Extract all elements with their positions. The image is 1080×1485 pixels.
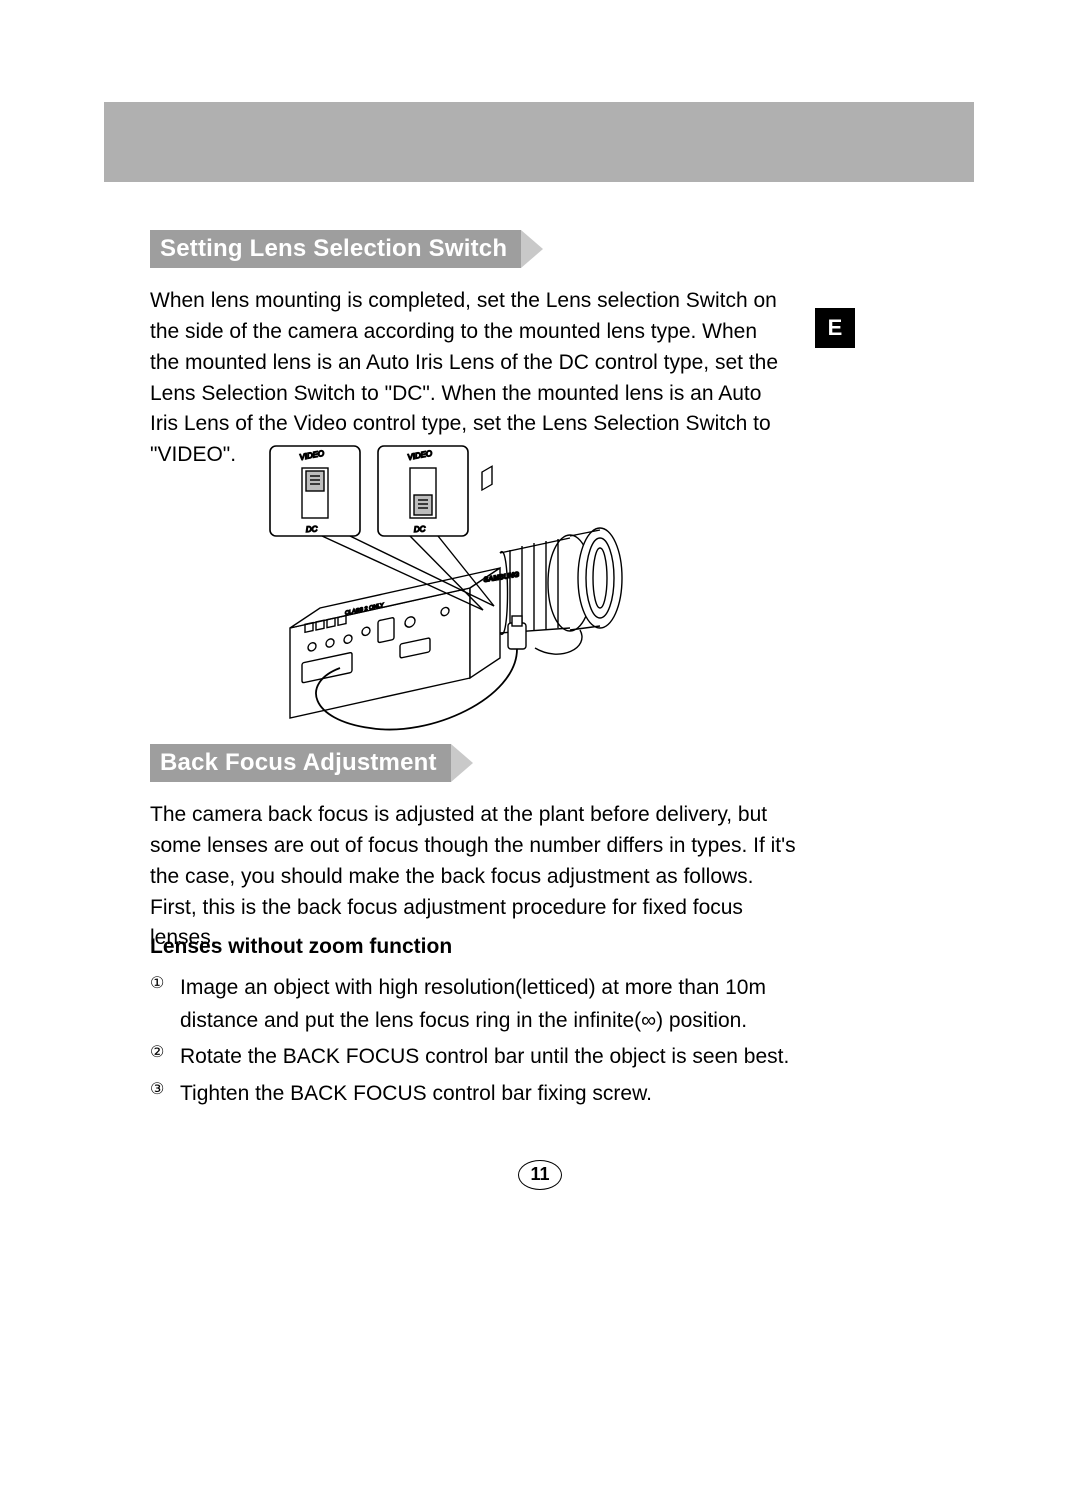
sub-heading-no-zoom: Lenses without zoom function [150, 935, 452, 959]
page-number: 11 [518, 1160, 562, 1190]
section-heading-label: Back Focus Adjustment [150, 744, 451, 782]
section-heading-back-focus: Back Focus Adjustment [150, 744, 473, 782]
section-heading-label: Setting Lens Selection Switch [150, 230, 521, 268]
step-marker: ① [150, 972, 180, 997]
svg-text:DC: DC [306, 524, 318, 534]
heading-tail-shape [451, 744, 473, 782]
step-marker: ② [150, 1041, 180, 1066]
page-number-container: 11 [0, 1160, 1080, 1190]
language-tab: E [815, 308, 855, 348]
paragraph-back-focus: The camera back focus is adjusted at the… [150, 800, 800, 954]
list-item: ① Image an object with high resolution(l… [150, 972, 810, 1037]
list-item: ③ Tighten the BACK FOCUS control bar fix… [150, 1078, 810, 1111]
step-marker: ③ [150, 1078, 180, 1103]
list-item: ② Rotate the BACK FOCUS control bar unti… [150, 1041, 810, 1074]
svg-text:DC: DC [414, 524, 426, 534]
section-heading-lens-switch: Setting Lens Selection Switch [150, 230, 543, 268]
page-header-bar [104, 102, 974, 182]
camera-diagram: CLASS 2 ONLY SAMSUNG [250, 438, 690, 738]
steps-list: ① Image an object with high resolution(l… [150, 972, 810, 1114]
step-text: Rotate the BACK FOCUS control bar until … [180, 1041, 810, 1074]
heading-tail-shape [521, 230, 543, 268]
step-text: Image an object with high resolution(let… [180, 972, 810, 1037]
step-text: Tighten the BACK FOCUS control bar fixin… [180, 1078, 810, 1111]
page: Setting Lens Selection Switch When lens … [0, 0, 1080, 1485]
